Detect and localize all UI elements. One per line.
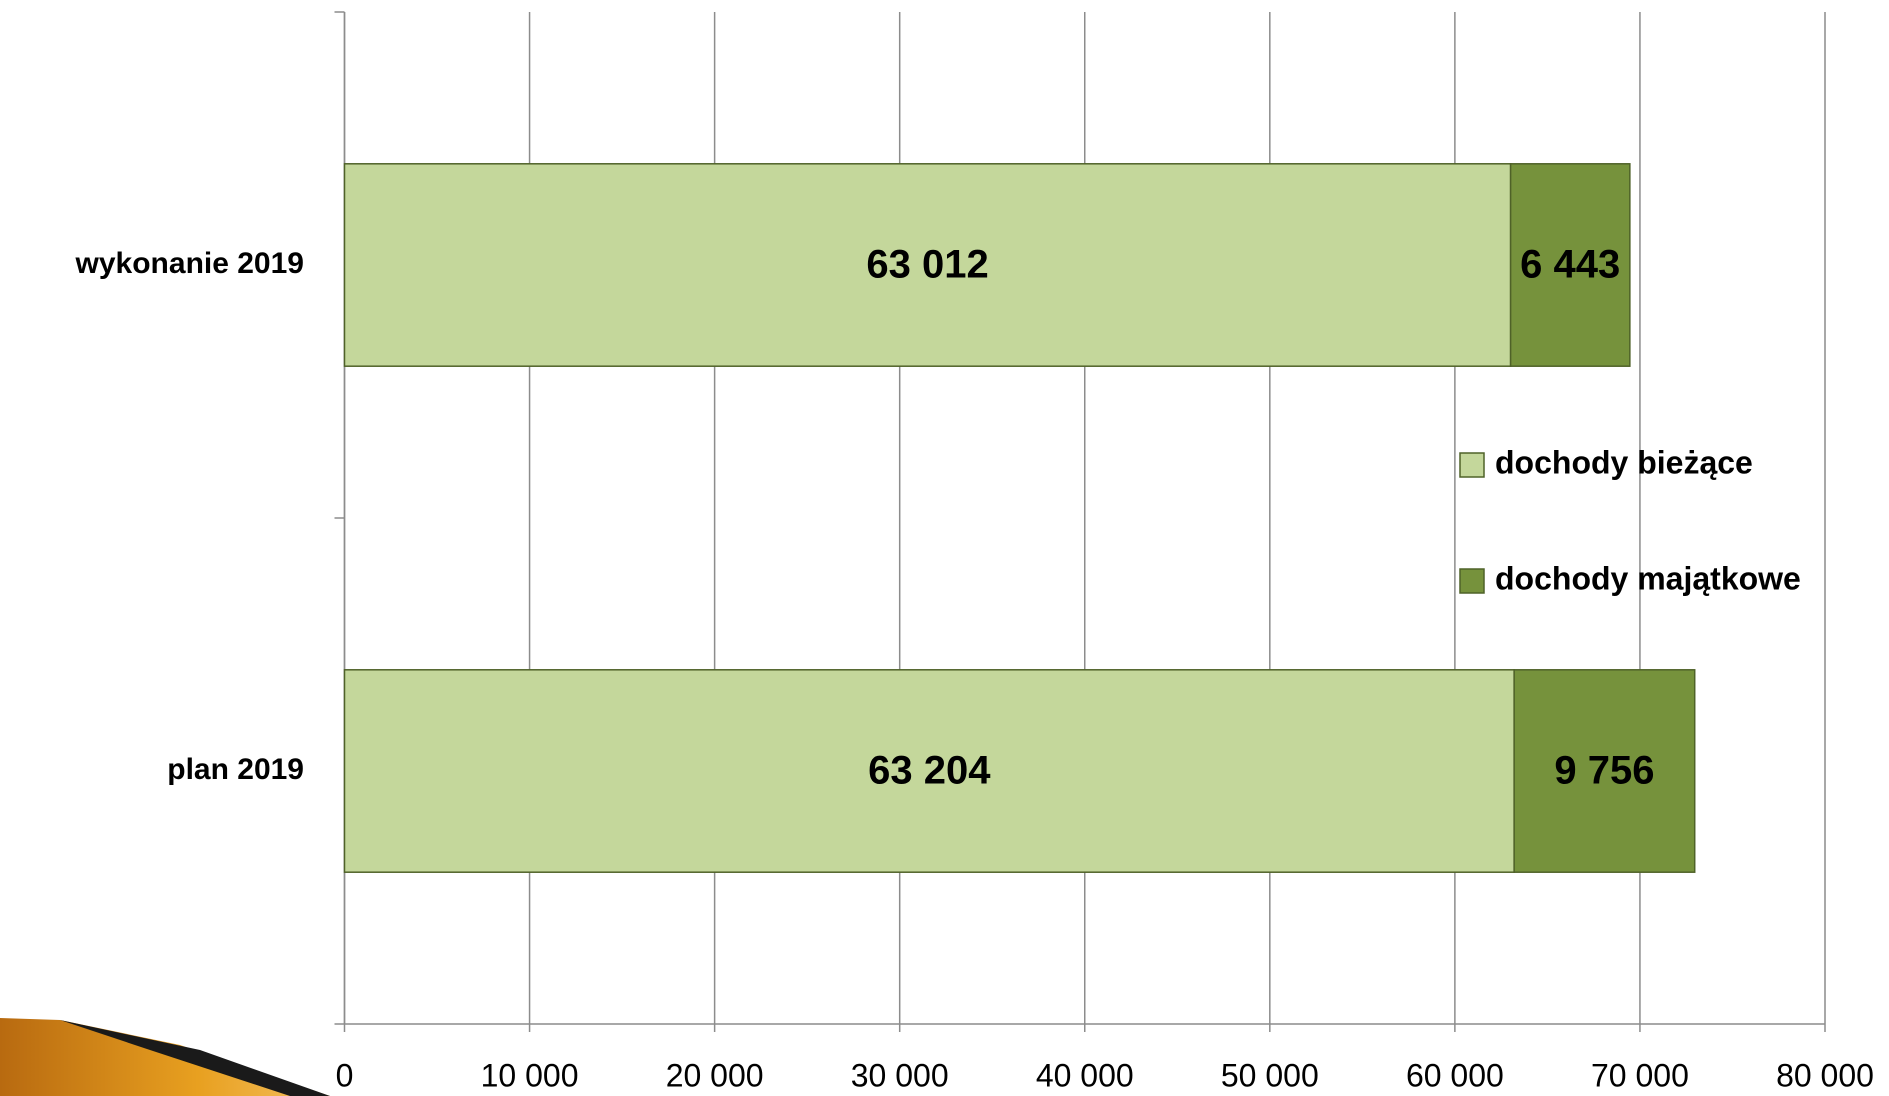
legend-swatch xyxy=(1459,452,1485,478)
bar-segment xyxy=(1513,669,1696,873)
x-tick-label: 20 000 xyxy=(666,1057,764,1093)
data-label: 6 443 xyxy=(1520,243,1620,287)
x-tick-label: 50 000 xyxy=(1221,1057,1319,1093)
legend-label: dochody majątkowe xyxy=(1495,560,1801,596)
x-tick-label: 70 000 xyxy=(1591,1057,1689,1093)
data-label: 63 204 xyxy=(868,749,991,793)
data-label: 63 012 xyxy=(866,243,988,287)
x-tick-label: 0 xyxy=(336,1057,354,1093)
ornament-edge xyxy=(60,1020,330,1096)
x-tick-label: 30 000 xyxy=(851,1057,949,1093)
data-label: 9 756 xyxy=(1554,749,1654,793)
x-tick-label: 40 000 xyxy=(1036,1057,1134,1093)
bar-segment xyxy=(343,163,1512,367)
y-tick-label: wykonanie 2019 xyxy=(75,247,304,280)
legend-label: dochody bieżące xyxy=(1495,444,1753,480)
legend-swatch xyxy=(1459,568,1485,594)
y-tick-label: plan 2019 xyxy=(167,753,304,786)
x-tick-label: 60 000 xyxy=(1406,1057,1504,1093)
x-tick-label: 80 000 xyxy=(1776,1057,1874,1093)
bar-segment xyxy=(1509,163,1631,367)
x-tick-label: 10 000 xyxy=(481,1057,579,1093)
